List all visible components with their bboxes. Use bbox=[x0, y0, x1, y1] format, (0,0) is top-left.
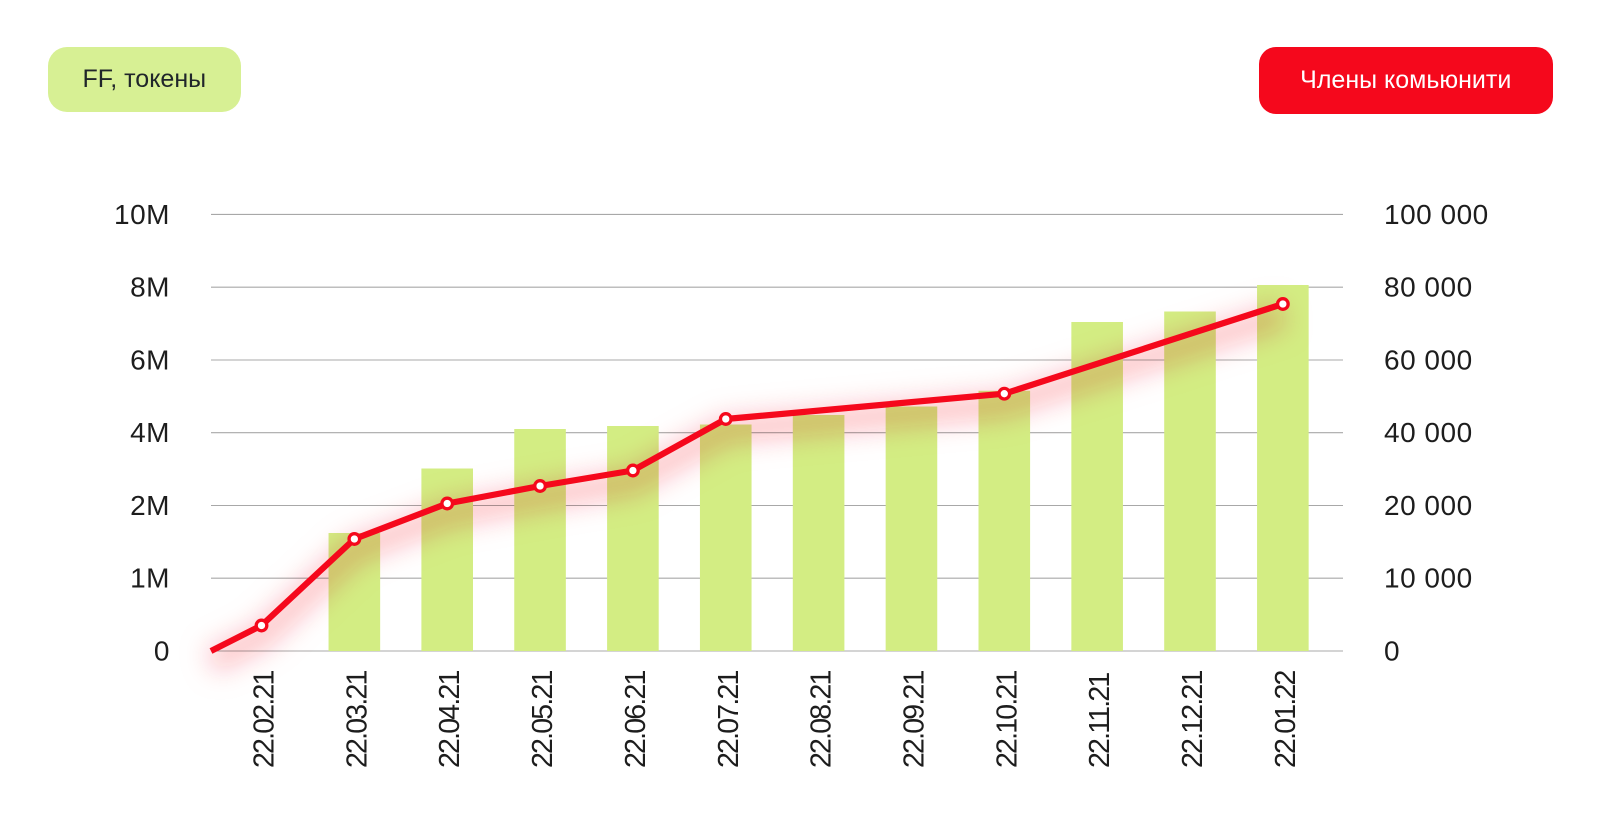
svg-text:22.02.21: 22.02.21 bbox=[249, 671, 281, 768]
svg-text:22.03.21: 22.03.21 bbox=[341, 671, 373, 768]
svg-text:8M: 8M bbox=[130, 272, 170, 303]
svg-text:1M: 1M bbox=[130, 563, 170, 594]
svg-text:10M: 10M bbox=[114, 199, 170, 230]
svg-text:0: 0 bbox=[154, 636, 170, 667]
svg-text:20 000: 20 000 bbox=[1384, 490, 1473, 521]
svg-text:22.08.21: 22.08.21 bbox=[806, 671, 838, 768]
svg-text:60 000: 60 000 bbox=[1384, 345, 1473, 376]
svg-text:22.06.21: 22.06.21 bbox=[620, 671, 652, 768]
svg-text:22.05.21: 22.05.21 bbox=[527, 671, 559, 768]
svg-text:0: 0 bbox=[1384, 636, 1400, 667]
svg-text:22.07.21: 22.07.21 bbox=[713, 671, 745, 768]
svg-text:4M: 4M bbox=[130, 417, 170, 448]
svg-text:22.12.21: 22.12.21 bbox=[1177, 671, 1209, 768]
svg-text:10 000: 10 000 bbox=[1384, 563, 1473, 594]
svg-text:80 000: 80 000 bbox=[1384, 272, 1473, 303]
svg-text:22.11.21: 22.11.21 bbox=[1084, 673, 1116, 768]
svg-text:22.10.21: 22.10.21 bbox=[991, 671, 1023, 768]
svg-text:22.01.22: 22.01.22 bbox=[1270, 671, 1302, 768]
svg-text:40 000: 40 000 bbox=[1384, 417, 1473, 448]
svg-text:6M: 6M bbox=[130, 345, 170, 376]
svg-text:22.09.21: 22.09.21 bbox=[898, 671, 930, 768]
svg-text:100 000: 100 000 bbox=[1384, 199, 1489, 230]
svg-text:22.04.21: 22.04.21 bbox=[434, 671, 466, 768]
svg-text:2M: 2M bbox=[130, 490, 170, 521]
